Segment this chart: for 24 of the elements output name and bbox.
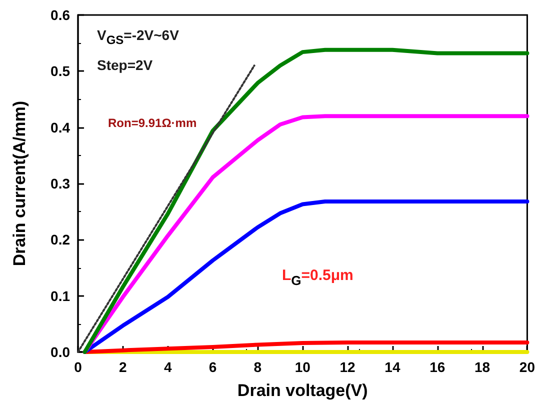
y-tick-label: 0.5 [50,63,70,80]
y-axis-title: Drain current(A/mm) [10,100,29,266]
x-tick-label: 20 [519,359,536,375]
x-tick-label: 2 [119,359,128,375]
x-tick-label: 4 [164,359,172,375]
x-tick-label: 16 [430,359,446,375]
y-tick-label: 0.4 [50,119,70,136]
line-series [82,199,530,354]
x-tick-label: 0 [74,359,82,375]
annotation: Step=2V [97,57,154,73]
annotation: Ron=9.91Ω·mm [108,116,197,130]
line-series [82,48,530,354]
y-tick-label: 0.0 [50,344,70,360]
x-tick-label: 6 [208,359,217,375]
x-tick-label: 8 [254,359,262,375]
y-tick-label: 0.3 [50,176,70,192]
x-tick-label: 14 [384,359,400,375]
x-axis-title: Drain voltage(V) [237,381,368,400]
x-tick-label: 10 [294,359,311,375]
y-tick-label: 0.1 [50,288,70,304]
y-tick-label: 0.6 [50,7,70,23]
y-tick-label: 0.2 [50,232,70,248]
x-tick-label: 18 [474,359,490,375]
x-tick-label: 12 [340,359,356,375]
